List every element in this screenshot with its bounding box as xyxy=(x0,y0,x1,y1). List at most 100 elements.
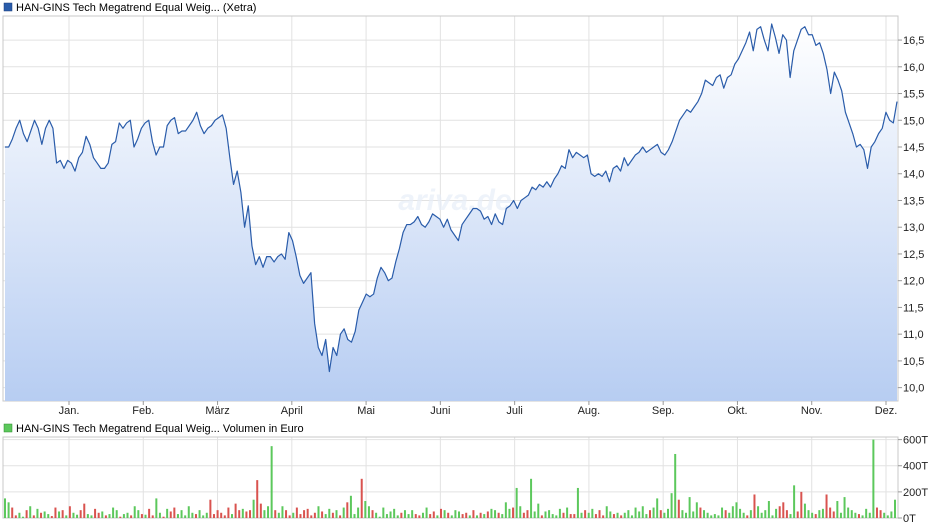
volume-bar xyxy=(785,510,788,518)
volume-bar xyxy=(472,510,475,518)
volume-bar xyxy=(620,515,623,518)
volume-bar xyxy=(313,512,316,518)
volume-bar xyxy=(72,512,75,518)
volume-bar xyxy=(494,510,497,518)
volume-bar xyxy=(166,508,169,518)
volume-bar xyxy=(699,507,702,518)
volume-bar xyxy=(767,501,770,518)
price-x-tick-label: Okt. xyxy=(727,405,747,417)
volume-bar xyxy=(569,514,572,518)
volume-bar xyxy=(288,515,291,518)
volume-bar xyxy=(349,495,352,518)
volume-bar xyxy=(292,512,295,518)
volume-bar xyxy=(328,508,331,518)
volume-bar xyxy=(285,510,288,518)
volume-bar xyxy=(749,510,752,518)
volume-bar xyxy=(231,514,233,518)
volume-bar xyxy=(436,515,439,518)
price-x-tick-label: Aug. xyxy=(578,405,601,417)
volume-bar xyxy=(476,515,479,518)
price-y-tick-label: 14,0 xyxy=(903,169,924,181)
volume-bar xyxy=(717,515,720,518)
volume-bar xyxy=(346,502,349,518)
volume-bar xyxy=(562,512,565,518)
volume-bar xyxy=(566,507,569,518)
price-x-tick-label: Feb. xyxy=(132,405,154,417)
volume-bar xyxy=(497,512,500,518)
volume-bar xyxy=(670,493,673,518)
price-y-tick-label: 11,5 xyxy=(903,302,924,314)
volume-bar xyxy=(68,506,71,518)
volume-bar xyxy=(580,512,583,518)
volume-bar xyxy=(530,478,533,518)
volume-bar xyxy=(886,515,889,518)
volume-bar xyxy=(393,508,396,518)
volume-bar xyxy=(162,516,165,518)
volume-bar xyxy=(454,510,457,518)
volume-bar xyxy=(872,439,875,518)
volume-bar xyxy=(713,514,716,518)
volume-bar xyxy=(223,515,226,518)
volume-bar xyxy=(263,510,266,518)
volume-bar xyxy=(447,512,450,518)
price-x-tick-label: Dez. xyxy=(875,405,898,417)
volume-bar xyxy=(18,512,21,518)
volume-bar xyxy=(706,512,709,518)
volume-bar xyxy=(270,446,273,518)
volume-bars xyxy=(4,439,896,518)
volume-bar xyxy=(811,512,814,518)
volume-bar xyxy=(382,507,385,518)
volume-bar xyxy=(605,506,608,518)
volume-bar xyxy=(627,510,630,518)
volume-bar xyxy=(645,514,648,518)
volume-bar xyxy=(825,494,828,518)
volume-bar xyxy=(839,512,842,518)
price-y-tick-label: 15,5 xyxy=(903,89,924,101)
volume-bar xyxy=(187,506,190,518)
volume-bar xyxy=(4,498,6,518)
volume-bar xyxy=(241,508,244,518)
volume-bar xyxy=(144,514,147,518)
volume-legend-label: HAN-GINS Tech Megatrend Equal Weig... Vo… xyxy=(16,423,304,435)
volume-bar xyxy=(86,514,89,518)
volume-bar xyxy=(814,514,817,518)
volume-bar xyxy=(158,512,161,518)
volume-bar xyxy=(155,498,158,518)
volume-bar xyxy=(36,508,39,518)
price-y-tick-label: 15,0 xyxy=(903,115,924,127)
volume-bar xyxy=(760,512,763,518)
volume-bar xyxy=(209,499,212,518)
volume-bar xyxy=(724,510,727,518)
volume-bar xyxy=(486,511,489,518)
price-line xyxy=(5,23,898,373)
price-x-tick-label: Sep. xyxy=(652,405,675,417)
volume-bar xyxy=(252,499,255,518)
price-x-tick-label: Nov. xyxy=(801,405,823,417)
volume-bar xyxy=(108,514,111,518)
volume-bar xyxy=(638,511,641,518)
volume-bar xyxy=(526,510,529,518)
volume-bar xyxy=(656,498,659,518)
volume-bar xyxy=(256,480,259,518)
volume-bar xyxy=(739,508,742,518)
volume-bar xyxy=(227,507,230,518)
volume-bar xyxy=(843,497,846,518)
volume-bar xyxy=(303,510,306,518)
price-x-tick-label: Juni xyxy=(430,405,450,417)
volume-bar xyxy=(850,510,853,518)
volume-bar xyxy=(854,512,857,518)
volume-bar xyxy=(753,494,756,518)
volume-bar xyxy=(238,510,241,518)
volume-bar xyxy=(641,506,644,518)
volume-bar xyxy=(58,511,61,518)
volume-bar xyxy=(512,507,515,518)
volume-bar xyxy=(133,506,136,518)
volume-bar xyxy=(169,511,172,518)
volume-bar xyxy=(50,516,53,518)
price-x-tick-label: Juli xyxy=(506,405,523,417)
volume-bar xyxy=(79,510,82,518)
volume-bar xyxy=(295,507,298,518)
price-y-tick-label: 12,5 xyxy=(903,249,924,261)
volume-bar xyxy=(648,510,651,518)
volume-bar xyxy=(807,510,810,518)
